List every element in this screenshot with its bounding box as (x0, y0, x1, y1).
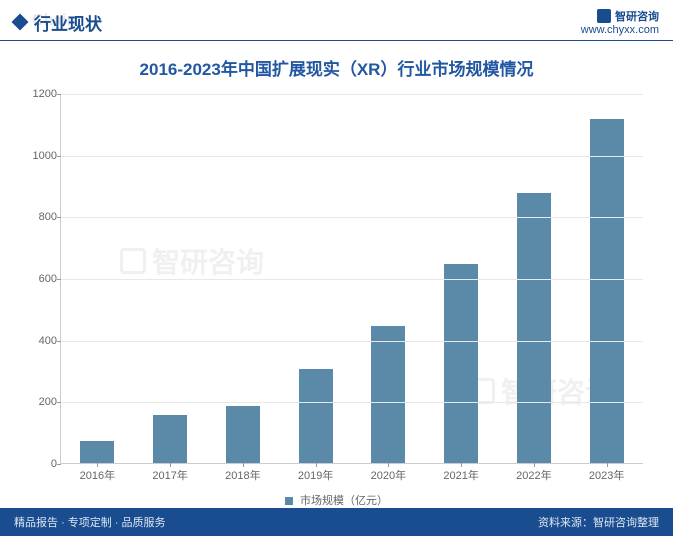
y-tick-label: 400 (21, 335, 57, 347)
gridline (61, 402, 643, 403)
y-tick-mark (57, 94, 61, 95)
bar (299, 369, 333, 463)
y-tick-mark (57, 402, 61, 403)
bar (590, 119, 624, 463)
diamond-icon (12, 14, 29, 31)
chart-area: 2016-2023年中国扩展现实（XR）行业市场规模情况 智研咨询 智研咨询 2… (0, 41, 673, 508)
brand-name: 智研咨询 (615, 8, 659, 24)
legend-swatch (285, 497, 293, 505)
legend: 市场规模（亿元） (20, 492, 653, 508)
gridline (61, 156, 643, 157)
x-tick-label: 2019年 (298, 467, 333, 483)
y-tick-mark (57, 464, 61, 465)
y-tick-label: 200 (21, 396, 57, 408)
plot-region: 2016年2017年2018年2019年2020年2021年2022年2023年… (60, 94, 643, 464)
header-left: Chain 行业现状 (14, 10, 102, 35)
y-tick-label: 1000 (21, 150, 57, 162)
bar (371, 326, 405, 463)
footer-left: 精品报告 · 专项定制 · 品质服务 (14, 514, 166, 530)
gridline (61, 94, 643, 95)
chart-title: 2016-2023年中国扩展现实（XR）行业市场规模情况 (20, 55, 653, 80)
x-tick-label: 2023年 (589, 467, 624, 483)
gridline (61, 341, 643, 342)
x-tick-label: 2020年 (371, 467, 406, 483)
brand-url: www.chyxx.com (581, 24, 659, 36)
x-tick-label: 2021年 (443, 467, 478, 483)
x-tick-label: 2018年 (225, 467, 260, 483)
footer-right: 资料来源：智研咨询整理 (538, 514, 659, 530)
bar (153, 415, 187, 463)
x-tick-label: 2016年 (80, 467, 115, 483)
bar (226, 406, 260, 463)
gridline (61, 217, 643, 218)
y-tick-mark (57, 341, 61, 342)
header-title: 行业现状 (34, 10, 102, 35)
header-right: 智研咨询 www.chyxx.com (581, 8, 659, 36)
y-tick-label: 1200 (21, 88, 57, 100)
gridline (61, 279, 643, 280)
header-bar: Chain 行业现状 智研咨询 www.chyxx.com (0, 0, 673, 41)
y-tick-mark (57, 217, 61, 218)
y-tick-label: 600 (21, 273, 57, 285)
bar (517, 193, 551, 463)
x-tick-label: 2017年 (152, 467, 187, 483)
brand-block: 智研咨询 (581, 8, 659, 24)
y-tick-mark (57, 156, 61, 157)
bar (80, 441, 114, 463)
legend-label: 市场规模（亿元） (300, 495, 388, 507)
y-tick-label: 800 (21, 211, 57, 223)
x-tick-label: 2022年 (516, 467, 551, 483)
y-tick-label: 0 (21, 458, 57, 470)
footer-bar: 精品报告 · 专项定制 · 品质服务 资料来源：智研咨询整理 (0, 508, 673, 536)
y-tick-mark (57, 279, 61, 280)
brand-logo-icon (597, 9, 611, 23)
bar (444, 264, 478, 463)
